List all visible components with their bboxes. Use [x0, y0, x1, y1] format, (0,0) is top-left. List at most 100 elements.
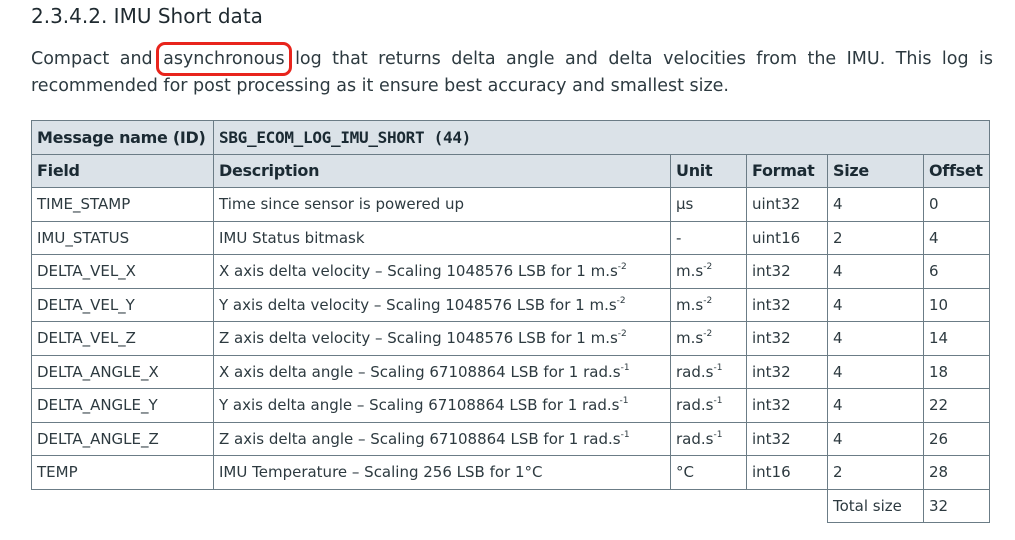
cell-format: int32: [746, 321, 828, 356]
cell-format: int32: [746, 354, 828, 389]
cell-unit: rad.s-1: [670, 354, 747, 389]
cell-description-text: Z axis delta angle – Scaling 67108864 LS…: [219, 429, 621, 448]
cell-format-text: int32: [752, 329, 791, 348]
cell-field: DELTA_ANGLE_Z: [31, 421, 214, 456]
cell-description: X axis delta angle – Scaling 67108864 LS…: [213, 354, 671, 389]
cell-offset-text: 18: [929, 362, 949, 381]
cell-format-text: uint32: [752, 195, 801, 214]
header-unit: Unit: [670, 153, 747, 188]
cell-size-text: 4: [833, 329, 843, 348]
cell-field: TEMP: [31, 455, 214, 490]
cell-offset: 14: [923, 321, 990, 356]
cell-offset: 22: [923, 388, 990, 423]
cell-unit-superscript: -1: [713, 429, 723, 440]
intro-text-before: Compact and: [31, 49, 164, 69]
cell-format: int32: [746, 421, 828, 456]
cell-offset-text: 0: [929, 195, 939, 214]
cell-description-superscript: -2: [616, 295, 626, 306]
cell-offset-text: 10: [929, 295, 949, 314]
cell-size: 4: [827, 421, 924, 456]
intro-paragraph: Compact and asynchronous log that return…: [31, 42, 993, 100]
message-name-label: Message name (ID): [31, 120, 214, 155]
cell-description-text: IMU Status bitmask: [219, 228, 365, 247]
cell-unit-superscript: -2: [703, 295, 713, 306]
cell-unit: rad.s-1: [670, 421, 747, 456]
cell-unit-text: rad.s: [676, 362, 714, 381]
cell-size: 4: [827, 321, 924, 356]
cell-description-superscript: -1: [620, 362, 630, 373]
cell-field: DELTA_VEL_Z: [31, 321, 214, 356]
table-row: DELTA_ANGLE_Y Y axis delta angle – Scalin…: [31, 388, 990, 423]
cell-unit-superscript: -2: [703, 329, 713, 340]
cell-format-text: int32: [752, 429, 791, 448]
cell-field: DELTA_ANGLE_X: [31, 354, 214, 389]
section-heading: 2.3.4.2. IMU Short data: [31, 4, 263, 28]
cell-offset: 6: [923, 254, 990, 289]
cell-size-text: 4: [833, 262, 843, 281]
cell-unit-superscript: -1: [713, 396, 723, 407]
cell-unit-text: -: [676, 228, 682, 247]
header-description: Description: [213, 153, 671, 188]
cell-unit: m.s-2: [670, 321, 747, 356]
cell-field-text: DELTA_ANGLE_Z: [37, 429, 159, 448]
cell-format-text: uint16: [752, 228, 801, 247]
cell-offset-text: 26: [929, 429, 949, 448]
cell-field: IMU_STATUS: [31, 220, 214, 255]
cell-description: Time since sensor is powered up: [213, 187, 671, 222]
total-row-spacer: [32, 489, 828, 523]
cell-description-text: Y axis delta velocity – Scaling 1048576 …: [219, 295, 617, 314]
cell-size: 4: [827, 187, 924, 222]
cell-description-text: Y axis delta angle – Scaling 67108864 LS…: [219, 396, 620, 415]
column-header-row: Field Description Unit Format Size Offse…: [31, 153, 990, 188]
cell-description-text: IMU Temperature – Scaling 256 LSB for 1°…: [219, 463, 543, 482]
cell-size-text: 2: [833, 228, 843, 247]
cell-description-superscript: -1: [620, 429, 630, 440]
cell-offset: 18: [923, 354, 990, 389]
intro-text-after: log that returns delta angle and delta v…: [31, 49, 993, 96]
table-row: DELTA_VEL_Y Y axis delta velocity – Scali…: [31, 287, 990, 322]
cell-format: uint16: [746, 220, 828, 255]
table-row: DELTA_VEL_X X axis delta velocity – Scali…: [31, 254, 990, 289]
cell-unit-superscript: -1: [713, 362, 723, 373]
cell-description-text: Z axis delta velocity – Scaling 1048576 …: [219, 329, 618, 348]
cell-description: Y axis delta angle – Scaling 67108864 LS…: [213, 388, 671, 423]
cell-field: DELTA_VEL_Y: [31, 287, 214, 322]
cell-field-text: DELTA_ANGLE_X: [37, 362, 159, 381]
cell-unit: m.s-2: [670, 254, 747, 289]
cell-unit: °C: [670, 455, 747, 490]
cell-size-text: 4: [833, 362, 843, 381]
message-name-row: Message name (ID) SBG_ECOM_LOG_IMU_SHORT…: [31, 120, 990, 155]
cell-size-text: 4: [833, 295, 843, 314]
cell-description: Z axis delta angle – Scaling 67108864 LS…: [213, 421, 671, 456]
cell-format: int32: [746, 254, 828, 289]
cell-format-text: int32: [752, 262, 791, 281]
cell-offset-text: 6: [929, 262, 939, 281]
cell-size: 4: [827, 287, 924, 322]
cell-size-text: 4: [833, 195, 843, 214]
table-row: DELTA_VEL_Z Z axis delta velocity – Scali…: [31, 321, 990, 356]
cell-offset: 4: [923, 220, 990, 255]
cell-unit-text: m.s: [676, 262, 704, 281]
cell-field-text: DELTA_VEL_X: [37, 262, 136, 281]
cell-size: 4: [827, 254, 924, 289]
message-table: Message name (ID) SBG_ECOM_LOG_IMU_SHORT…: [31, 120, 990, 523]
cell-format: int32: [746, 287, 828, 322]
total-row: Total size 32: [32, 488, 990, 523]
cell-field: DELTA_VEL_X: [31, 254, 214, 289]
cell-unit-text: rad.s: [676, 396, 714, 415]
header-format: Format: [746, 153, 828, 188]
cell-field-text: DELTA_ANGLE_Y: [37, 396, 158, 415]
header-size: Size: [827, 153, 924, 188]
cell-size: 4: [827, 354, 924, 389]
cell-offset-text: 22: [929, 396, 949, 415]
total-size-value: 32: [923, 488, 990, 523]
cell-description-text: X axis delta angle – Scaling 67108864 LS…: [219, 362, 621, 381]
cell-description: X axis delta velocity – Scaling 1048576 …: [213, 254, 671, 289]
cell-offset-text: 14: [929, 329, 949, 348]
cell-offset-text: 4: [929, 228, 939, 247]
cell-size-text: 4: [833, 429, 843, 448]
cell-size-text: 4: [833, 396, 843, 415]
cell-unit-text: rad.s: [676, 429, 714, 448]
header-offset: Offset: [923, 153, 990, 188]
cell-format-text: int32: [752, 396, 791, 415]
